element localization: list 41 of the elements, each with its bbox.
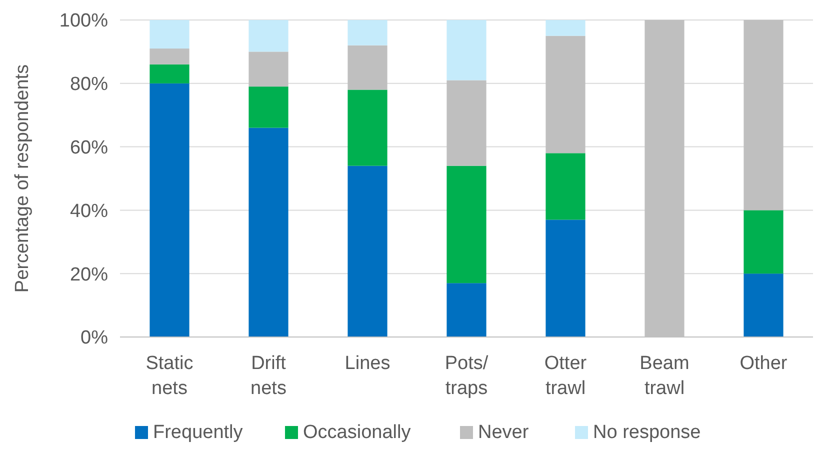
bar [150,20,190,49]
bar [546,153,586,220]
bar [744,210,784,274]
y-axis-title: Percentage of respondents [12,64,33,293]
bar [348,90,388,166]
x-tick-label: Otter trawl [544,353,588,399]
bar [744,274,784,337]
bar [248,52,288,87]
y-tick-label: 80% [70,74,108,96]
bar [348,166,388,337]
bar [248,20,288,52]
y-tick-label: 100% [59,10,108,32]
bar [150,64,190,84]
bar [744,20,784,210]
y-tick-label: 0% [80,328,108,349]
bar [348,45,388,90]
x-tick-label: Lines [344,353,390,374]
bar [248,128,288,337]
x-tick-label: Drift nets [250,353,287,399]
y-tick-label: 40% [70,200,108,222]
legend-label: Occasionally [303,422,412,443]
y-tick-label: 20% [70,264,108,286]
bar [150,48,190,64]
bar [446,166,486,284]
x-tick-label: Pots/ traps [444,353,489,399]
bar [348,20,388,46]
bar [546,36,586,154]
bar [248,86,288,128]
legend-label: No response [593,422,701,443]
y-tick-label: 60% [70,137,108,158]
legend-label: Never [478,422,530,443]
bar [446,20,486,80]
x-tick-label: Beam trawl [640,353,690,399]
x-tick-label: Static nets [146,353,194,399]
bar [546,220,586,337]
bar [446,80,486,166]
bar [446,283,486,337]
bar [150,83,190,337]
legend-label: Frequently [153,422,244,443]
x-tick-label: Other [740,353,788,374]
bar [546,20,586,36]
